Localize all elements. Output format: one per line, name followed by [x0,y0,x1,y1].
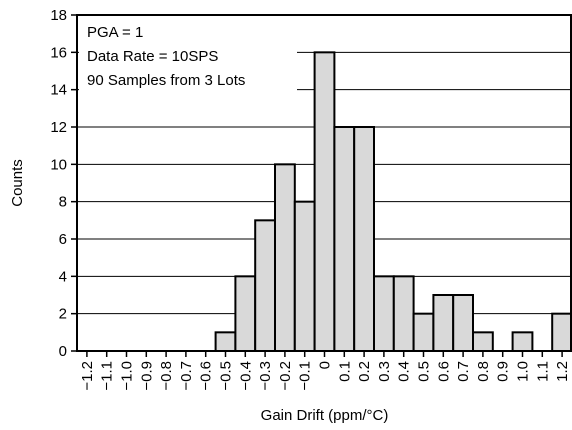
histogram-bar [452,294,475,352]
x-tick-label: −0.5 [218,361,235,391]
y-tick-label: 10 [50,156,67,173]
histogram-bar [313,51,336,352]
annotation-text: PGA = 1 [87,24,143,41]
histogram-bar [373,275,395,353]
x-tick-label: 1.1 [534,361,551,382]
y-tick-label: 12 [50,119,67,136]
x-tick-label: −0.1 [297,361,314,391]
y-tick-label: 4 [59,268,67,285]
x-tick-label: 0.9 [495,361,512,382]
annotations: PGA = 1 Data Rate = 10SPS 90 Samples from … [87,24,245,89]
x-tick-label: 0.8 [475,361,492,382]
x-tick-label: −0.4 [237,361,254,391]
x-tick-label: −1.0 [119,361,136,391]
histogram-bar [333,126,356,352]
x-tick-label: −0.8 [158,361,175,391]
x-tick-label: 0.3 [376,361,393,382]
histogram-bar [551,312,572,352]
histogram-bar [214,331,237,353]
annotation-text: 90 Samples from 3 Lots [87,72,245,89]
annotation-box [79,17,297,99]
y-axis-ticks: 0 2 4 6 8 10 12 14 16 18 [50,7,77,360]
y-tick-label: 0 [59,343,67,360]
x-tick-label: −1.2 [79,361,96,391]
histogram-bar [432,294,455,352]
x-tick-label: 0.4 [396,361,413,382]
x-tick-label: 0.7 [455,361,472,382]
x-tick-label: −0.7 [178,361,195,391]
annotation-text: Data Rate = 10SPS [87,48,218,65]
x-tick-label: 0.1 [336,361,353,382]
x-tick-label: 0.6 [435,361,452,382]
y-tick-label: 14 [50,82,67,99]
histogram-bar [392,275,415,353]
y-tick-label: 8 [59,194,67,211]
histogram-bar [412,312,435,352]
y-tick-label: 16 [50,44,67,61]
histogram-bar [472,331,494,353]
x-tick-label: −1.1 [99,361,116,391]
histogram-bar [234,275,257,353]
histogram-bar [353,126,376,352]
x-tick-label: 1.2 [554,361,571,382]
x-tick-label: −0.9 [138,361,155,391]
x-tick-label: −0.2 [277,361,294,391]
x-tick-label: −0.6 [198,361,215,391]
x-tick-label: 0.5 [416,361,433,382]
histogram-bar [254,219,276,352]
histogram-bar [511,331,534,353]
y-tick-label: 6 [59,231,67,248]
y-axis-label: Counts [9,159,26,207]
histogram-bar [274,163,296,352]
histogram-bar [293,200,316,352]
x-axis-label: Gain Drift (ppm/°C) [261,407,389,424]
x-tick-label: 1.0 [515,361,532,382]
y-tick-label: 18 [50,7,67,24]
x-axis-ticks: −1.2 −1.1 −1.0 −0.9 −0.8 −0.7 −0.6 −0.5 −0.4 −0.3… [79,351,571,391]
y-tick-label: 2 [59,306,67,323]
x-tick-label: −0.3 [257,361,274,391]
x-tick-label: 0 [317,361,334,369]
x-tick-label: 0.2 [356,361,373,382]
